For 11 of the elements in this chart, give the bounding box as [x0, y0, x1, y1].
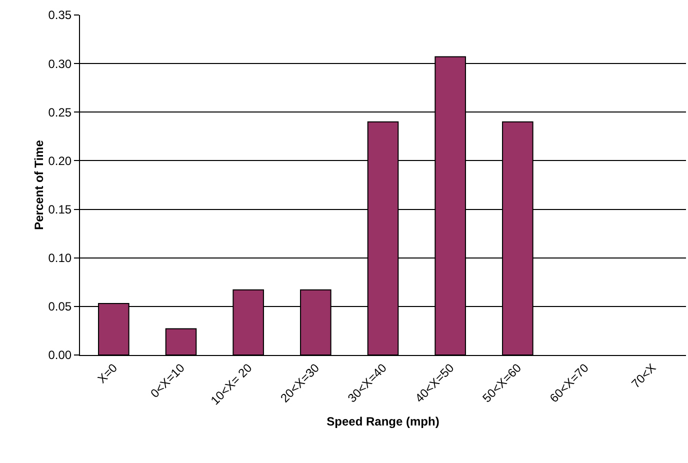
x-tick-label: X=0 — [94, 360, 120, 386]
y-tick-label: 0.30 — [48, 56, 72, 71]
y-axis-title: Percent of Time — [32, 140, 46, 230]
x-axis-title: Speed Range (mph) — [326, 414, 440, 428]
y-tick-label: 0.20 — [48, 154, 72, 168]
y-tick-label: 0.25 — [48, 105, 72, 120]
y-tick-label: 0.00 — [48, 348, 72, 362]
y-tick-label: 0.05 — [48, 300, 72, 314]
y-tick-label: 0.15 — [48, 202, 72, 216]
y-tick-label: 0.10 — [48, 251, 72, 266]
y-tick-label: 0.35 — [48, 8, 72, 22]
